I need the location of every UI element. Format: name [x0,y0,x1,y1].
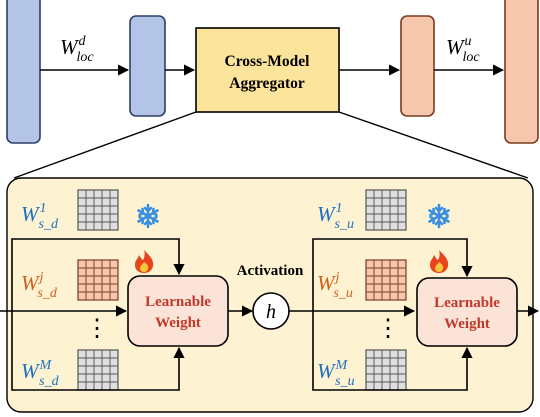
cross-model-aggregator [195,27,340,113]
grid-down-j [77,259,119,301]
learnable-weight-down [127,275,229,347]
aggregator-line2: Aggregator [229,75,305,92]
right-inner-block [400,15,435,117]
weight-grids [77,189,407,391]
zoom-line-left [13,111,197,179]
left-inner-block [129,15,166,117]
weight-label-up-j: Wj s_u [317,270,353,301]
weight-label-up-1: W1 s_u [317,201,354,232]
learnable-up-line1: Learnable [434,295,500,311]
learnable-down-line2: Weight [155,315,201,331]
left-outer-block [6,0,41,144]
snowflake-icon [428,203,450,229]
grid-down-m [77,349,119,391]
aggregator-line1: Cross-Model [225,53,311,70]
weight-label-up-m: WM s_u [317,358,355,389]
grid-down-1 [77,189,119,231]
left-weight-label: Wd loc [60,34,94,65]
weight-label-down-j: Wj s_d [21,270,58,301]
weight-label-down-1: W1 s_d [21,201,59,232]
learnable-weight-up [416,277,518,347]
activation-label: Activation [237,263,304,279]
ellipsis-down: ⋮ [85,316,109,342]
right-outer-block [504,0,539,144]
route-top-left [11,238,185,311]
fire-icon [135,250,154,273]
grid-up-j [365,259,407,301]
route-bottom-left [11,311,185,391]
snowflake-icon [137,203,159,229]
grid-up-m [365,349,407,391]
grid-up-1 [365,189,407,231]
route-bottom-right [312,311,473,391]
ellipsis-up: ⋮ [376,316,400,342]
right-weight-label: Wu loc [446,34,480,65]
learnable-down-line1: Learnable [145,294,211,310]
fire-icon [430,250,449,273]
zoom-line-right [338,111,529,179]
activation-symbol: h [266,301,276,323]
route-top-right [312,238,473,311]
weight-label-down-m: WM s_d [21,358,60,389]
learnable-up-line2: Weight [444,316,490,332]
